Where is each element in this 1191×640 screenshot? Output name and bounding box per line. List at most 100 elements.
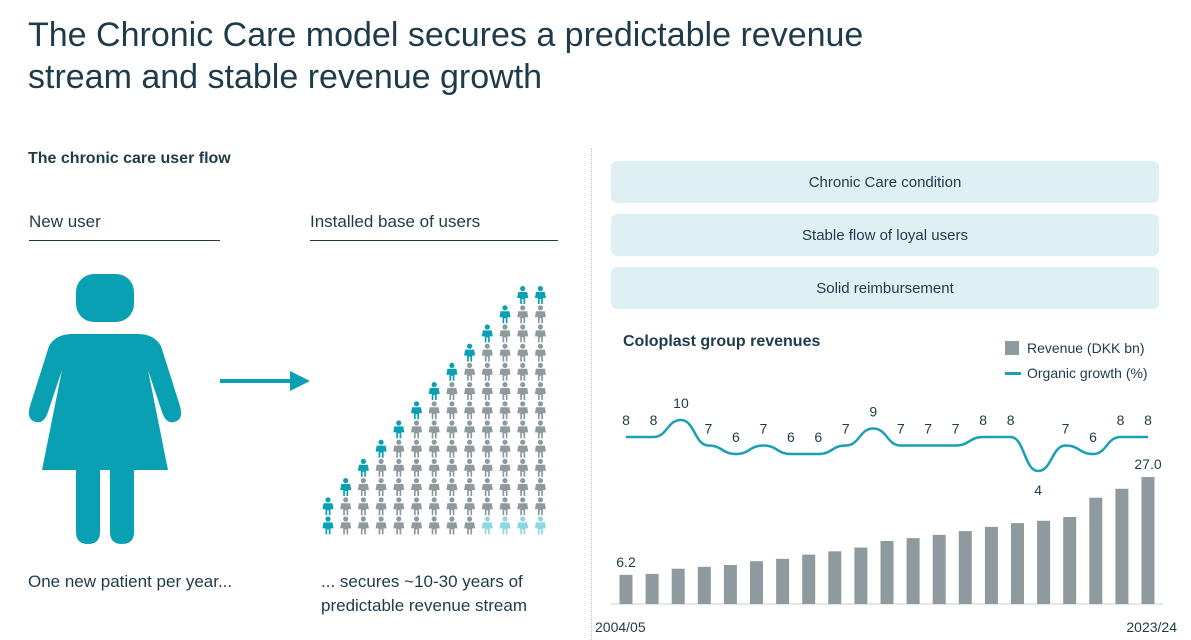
- pyramid-person: [411, 401, 422, 420]
- pyramid-person: [481, 497, 493, 516]
- pyramid-person: [428, 401, 440, 420]
- pyramid-person: [446, 439, 458, 458]
- pyramid-person: [534, 516, 546, 535]
- growth-label: 6: [732, 429, 740, 445]
- pyramid-person: [322, 497, 334, 516]
- pyramid-person: [517, 286, 529, 304]
- revenue-bar: [1063, 516, 1077, 604]
- revenue-bar: [1037, 520, 1051, 604]
- growth-label: 10: [673, 395, 689, 411]
- chart-title: Coloplast group revenues: [623, 333, 821, 350]
- pyramid-person: [481, 420, 493, 439]
- people-pyramid-icon: [322, 286, 546, 535]
- growth-label: 7: [897, 421, 905, 437]
- pyramid-person: [393, 516, 405, 535]
- installed-caption: ... secures ~10-30 years of predictable …: [321, 570, 527, 618]
- pyramid-person: [481, 458, 493, 477]
- growth-label: 6: [814, 429, 822, 445]
- pyramid-person: [428, 420, 440, 439]
- revenue-bar: [1115, 488, 1129, 604]
- pyramid-person: [464, 420, 476, 439]
- pyramid-person: [446, 401, 458, 420]
- pyramid-person: [464, 458, 476, 477]
- pyramid-person: [446, 478, 458, 496]
- revenue-bar: [828, 551, 842, 604]
- x-label-end: 2023/24: [1126, 619, 1177, 635]
- pyramid-person: [517, 382, 529, 400]
- x-label-start: 2004/05: [595, 619, 646, 635]
- pyramid-person: [357, 458, 369, 477]
- pyramid-person: [481, 324, 493, 343]
- page-title-line-1: The Chronic Care model secures a predict…: [28, 16, 864, 54]
- growth-label: 7: [705, 421, 713, 437]
- person-icon: [28, 274, 182, 544]
- pyramid-person: [517, 516, 529, 535]
- pyramid-person: [393, 420, 405, 439]
- pyramid-person: [481, 343, 493, 362]
- revenue-bar: [880, 540, 894, 604]
- driver-stable-flow-of-loyal-users: Stable flow of loyal users: [611, 214, 1159, 256]
- revenue-bar: [723, 564, 737, 604]
- revenue-bar: [958, 531, 972, 604]
- page-title-line-2: stream and stable revenue growth: [28, 58, 543, 96]
- legend-revenue-label: Revenue (DKK bn): [1027, 340, 1145, 356]
- growth-label: 8: [1144, 412, 1152, 428]
- page-title: The Chronic Care model secures a predict…: [28, 14, 1028, 98]
- pyramid-person: [534, 382, 546, 400]
- pyramid-person: [340, 497, 352, 516]
- pyramid-person: [517, 458, 529, 477]
- pyramid-person: [499, 305, 511, 324]
- legend-growth: Organic growth (%): [1005, 365, 1148, 381]
- legend-growth-label: Organic growth (%): [1027, 365, 1148, 381]
- pyramid-person: [534, 324, 546, 343]
- pyramid-person: [499, 439, 511, 458]
- installed-caption-line-1: ... secures ~10-30 years of: [321, 572, 523, 591]
- pyramid-person: [428, 516, 440, 535]
- new-user-label: New user: [29, 212, 220, 241]
- revenue-bar: [854, 547, 868, 604]
- legend-growth-swatch: [1005, 371, 1021, 375]
- pyramid-person: [534, 305, 546, 324]
- pyramid-person: [517, 401, 529, 420]
- revenue-bar: [984, 526, 998, 604]
- pyramid-person: [534, 420, 546, 439]
- pyramid-person: [446, 497, 458, 516]
- pyramid-person: [464, 382, 476, 400]
- growth-label: 8: [1117, 412, 1125, 428]
- revenue-bar: [750, 561, 763, 604]
- pyramid-person: [517, 420, 529, 439]
- pyramid-person: [481, 362, 493, 381]
- driver-solid-reimbursement: Solid reimbursement: [611, 267, 1159, 309]
- growth-label: 8: [979, 412, 987, 428]
- pyramid-person: [517, 362, 529, 381]
- revenue-bar: [671, 568, 685, 604]
- growth-label: 6: [1089, 429, 1097, 445]
- legend-revenue-swatch: [1005, 341, 1019, 355]
- pyramid-person: [464, 439, 476, 458]
- pyramid-person: [428, 458, 440, 477]
- pyramid-person: [534, 343, 546, 362]
- pyramid-person: [375, 458, 387, 477]
- revenue-label-last: 27.0: [1134, 456, 1161, 472]
- growth-label: 4: [1034, 482, 1042, 498]
- arrow-right-icon: [220, 371, 310, 391]
- pyramid-person: [446, 420, 458, 439]
- new-user-caption: One new patient per year...: [28, 572, 233, 591]
- pyramid-person: [375, 516, 387, 535]
- pyramid-person: [499, 478, 511, 496]
- pyramid-person: [517, 478, 529, 496]
- pyramid-person: [411, 478, 422, 496]
- pyramid-person: [534, 401, 546, 420]
- pyramid-person: [534, 478, 546, 496]
- pyramid-person: [411, 420, 422, 439]
- pyramid-person: [517, 305, 529, 324]
- revenue-bar: [776, 558, 790, 604]
- pyramid-person: [481, 382, 493, 400]
- pyramid-person: [464, 497, 476, 516]
- pyramid-person: [499, 401, 511, 420]
- user-flow-heading: The chronic care user flow: [28, 150, 231, 167]
- pyramid-person: [464, 362, 476, 381]
- pyramid-person: [340, 478, 352, 496]
- pyramid-person: [375, 497, 387, 516]
- pyramid-person: [517, 343, 529, 362]
